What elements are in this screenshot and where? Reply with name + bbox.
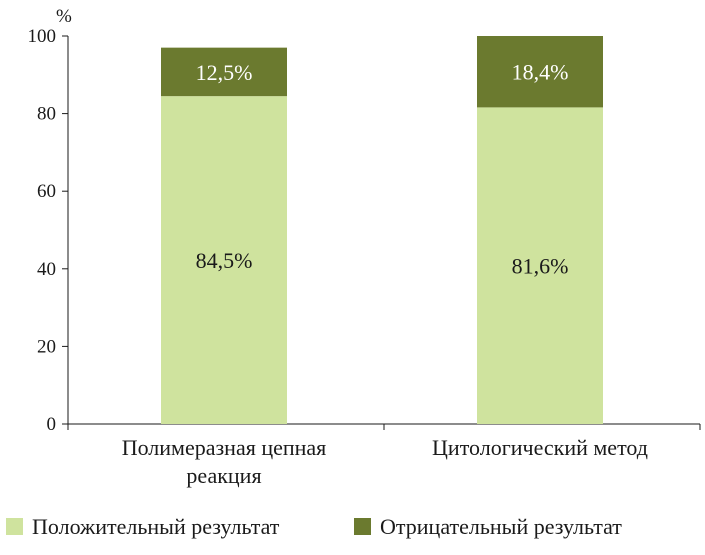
legend: Положительный результат Отрицательный рез… [6, 514, 622, 539]
legend-swatch [6, 518, 23, 535]
axes: 0 20 40 60 80 100% Полимеразная цепная реакция Ц… [28, 6, 701, 488]
data-label: 18,4% [512, 60, 569, 85]
y-tick-label: 20 [37, 336, 56, 357]
y-tick-label: 0 [47, 414, 57, 435]
bar-segment [161, 96, 287, 424]
legend-label: Отрицательный результат [380, 514, 622, 539]
data-label: 84,5% [196, 248, 253, 273]
y-tick-label: 100 [28, 26, 57, 47]
y-axis-unit-label: % [56, 6, 72, 27]
bar-segment [477, 36, 603, 108]
data-labels: 84,5% 12,5% 81,6% 18,4% [196, 60, 569, 279]
y-tick-label: 40 [37, 259, 56, 280]
data-label: 12,5% [196, 60, 253, 85]
y-tick-label: 60 [37, 181, 56, 202]
x-category-label: Цитологический метод [432, 435, 648, 460]
legend-swatch [354, 518, 371, 535]
x-category-label: Полимеразная цепная [122, 435, 327, 460]
y-tick-label: 80 [37, 104, 56, 125]
bars [161, 36, 603, 424]
bar-segment [161, 47, 287, 97]
bar-segment [477, 107, 603, 424]
data-label: 81,6% [512, 254, 569, 279]
x-category-label: реакция [186, 463, 261, 488]
legend-label: Положительный результат [32, 514, 280, 539]
